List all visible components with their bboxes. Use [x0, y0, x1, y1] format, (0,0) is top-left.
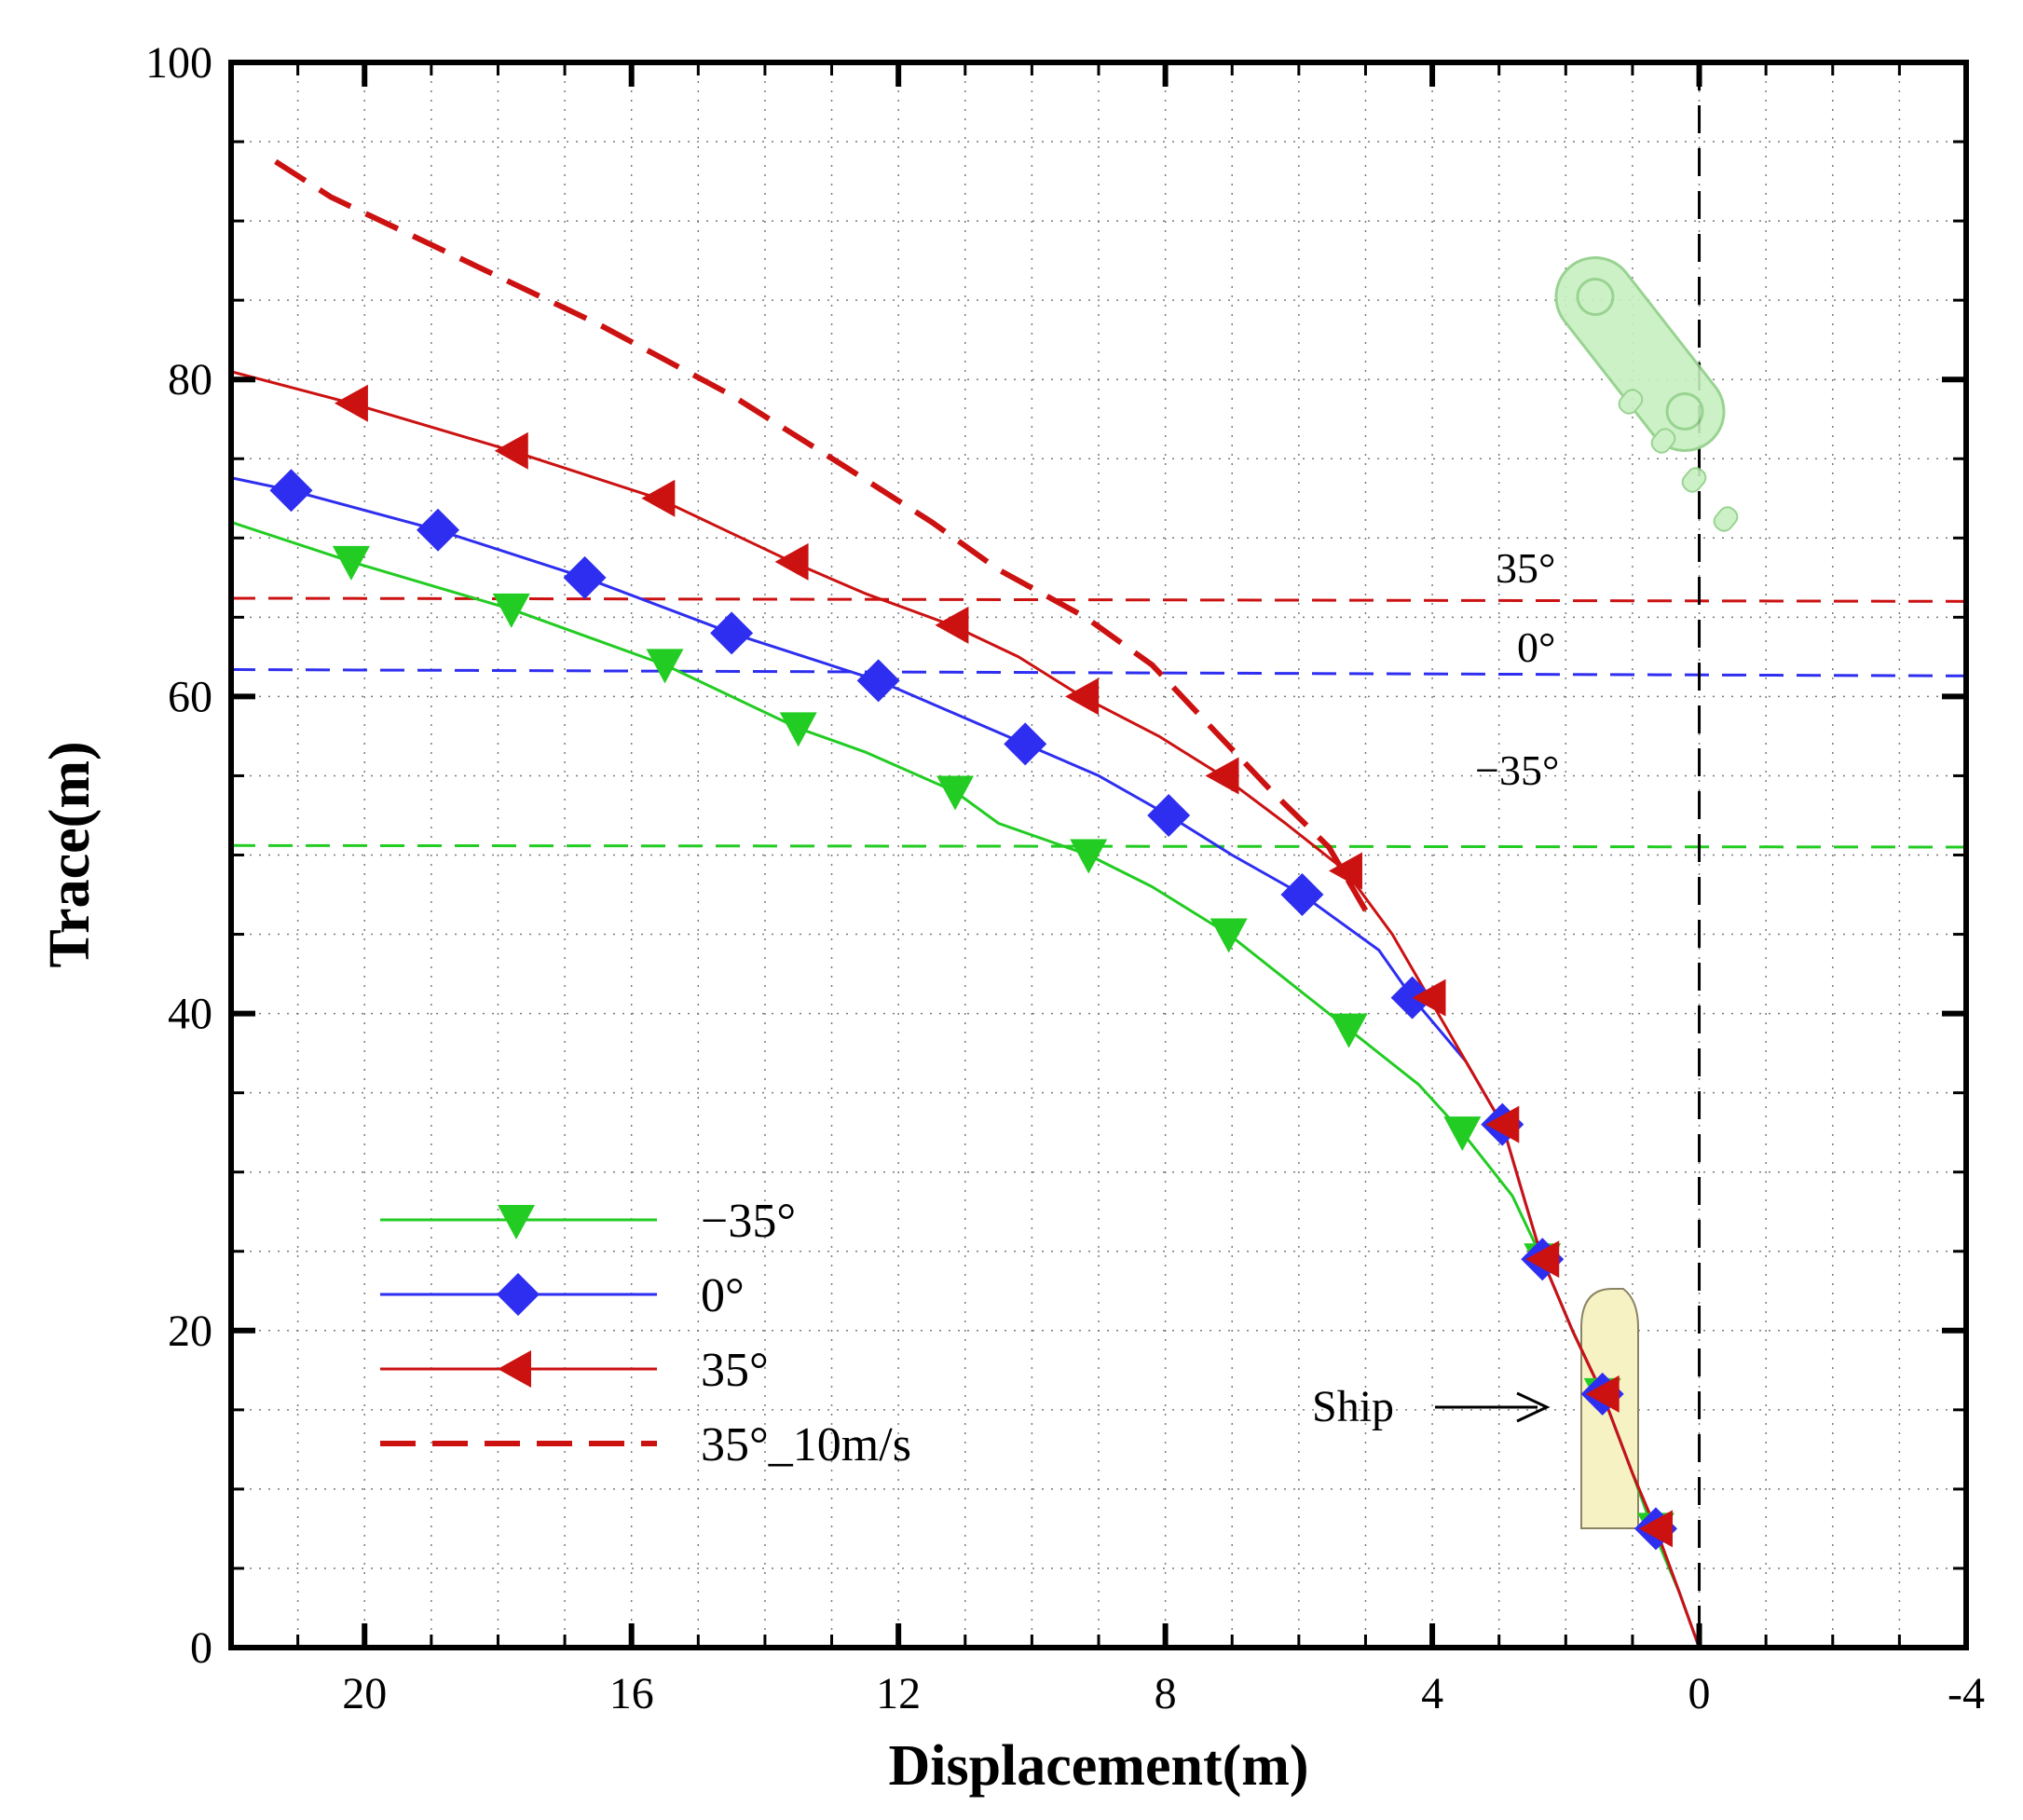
data-point-marker: [1210, 918, 1248, 953]
y-axis-title: Trace(m): [38, 741, 102, 967]
ref-label-minus-35: −35°: [1475, 746, 1559, 794]
data-point-marker: [856, 659, 900, 703]
legend-entry: 0°: [380, 1269, 745, 1322]
gridlines: [231, 62, 1966, 1648]
x-tick-label: 16: [609, 1669, 654, 1718]
x-tick-label: 0: [1688, 1669, 1711, 1718]
data-point-marker: [1328, 852, 1362, 890]
data-point-marker: [563, 555, 607, 599]
data-point-marker: [1147, 793, 1191, 837]
legend-triangle-down-icon: [498, 1205, 535, 1239]
x-tick-label: 12: [876, 1669, 921, 1718]
data-point-marker: [1638, 1510, 1673, 1548]
y-tick-label: 100: [145, 38, 212, 88]
data-point-marker: [1330, 1013, 1368, 1048]
data-point-marker: [1070, 839, 1108, 874]
legend-entry: 35°_10m/s: [380, 1418, 911, 1471]
legend: −35° 0° 35° 35°_10m/s: [380, 1195, 911, 1471]
float-icon: [1650, 428, 1676, 454]
plot-frame: [228, 60, 1969, 1650]
data-point-marker: [1585, 1375, 1620, 1413]
data-point-marker: [646, 649, 684, 684]
float-icon: [1713, 506, 1739, 532]
data-point-marker: [332, 545, 370, 581]
data-point-marker: [641, 479, 676, 517]
ship-label: Ship: [1312, 1382, 1394, 1431]
y-tick-label: 60: [168, 672, 212, 721]
x-tick-label: 20: [342, 1669, 387, 1718]
reference-line: [230, 667, 1967, 677]
ship-annotation: Ship: [1312, 1382, 1551, 1431]
data-point-marker: [269, 469, 313, 513]
series-markers: [269, 384, 1677, 1551]
data-point-marker: [710, 611, 754, 655]
legend-label: −35°: [701, 1195, 796, 1248]
data-point-marker: [1412, 978, 1446, 1017]
legend-label: 35°_10m/s: [701, 1418, 911, 1471]
legend-diamond-icon: [497, 1273, 540, 1316]
data-point-marker: [492, 593, 530, 628]
legend-entry: −35°: [380, 1195, 796, 1248]
ship-arrow-head-icon: [1516, 1391, 1551, 1423]
data-point-marker: [1004, 722, 1047, 766]
x-axis-title: Displacement(m): [888, 1734, 1308, 1798]
y-tick-label: 0: [190, 1623, 212, 1673]
data-point-marker: [1280, 873, 1324, 917]
y-tick-label: 20: [168, 1307, 212, 1356]
legend-label: 0°: [701, 1269, 745, 1322]
x-tick-label: -4: [1948, 1669, 1985, 1718]
ship-illustration: [1580, 1288, 1639, 1529]
data-point-marker: [1525, 1240, 1560, 1279]
x-tick-label: 4: [1421, 1669, 1443, 1718]
data-point-marker: [1205, 757, 1239, 795]
towed-body-illustration: [1554, 256, 1739, 532]
x-tick-label: 8: [1155, 1669, 1177, 1718]
data-point-marker: [1065, 677, 1100, 716]
float-icon: [1681, 467, 1707, 493]
legend-entry: 35°: [380, 1344, 769, 1397]
data-point-marker: [494, 431, 528, 470]
data-point-marker: [417, 508, 460, 552]
towed-body-shape: [1554, 256, 1726, 452]
towed-body-ring-icon: [1665, 391, 1704, 431]
towed-body-ring-icon: [1576, 278, 1615, 317]
data-point-marker: [1443, 1116, 1482, 1152]
data-point-marker: [936, 775, 975, 811]
float-icon: [1618, 389, 1644, 415]
series-line: [263, 152, 1369, 912]
data-point-marker: [774, 542, 809, 581]
legend-label: 35°: [701, 1344, 769, 1397]
legend-triangle-left-icon: [498, 1350, 531, 1388]
y-tick-label: 40: [168, 990, 212, 1039]
data-point-marker: [1485, 1105, 1520, 1143]
data-point-marker: [334, 384, 368, 422]
ref-label-35: 35°: [1496, 544, 1555, 592]
y-tick-label: 80: [168, 355, 212, 404]
data-point-marker: [779, 712, 817, 747]
data-point-marker: [935, 606, 969, 644]
ship-hull-shape: [1580, 1288, 1639, 1529]
ref-label-0: 0°: [1517, 623, 1555, 671]
reference-line: [230, 596, 1967, 603]
